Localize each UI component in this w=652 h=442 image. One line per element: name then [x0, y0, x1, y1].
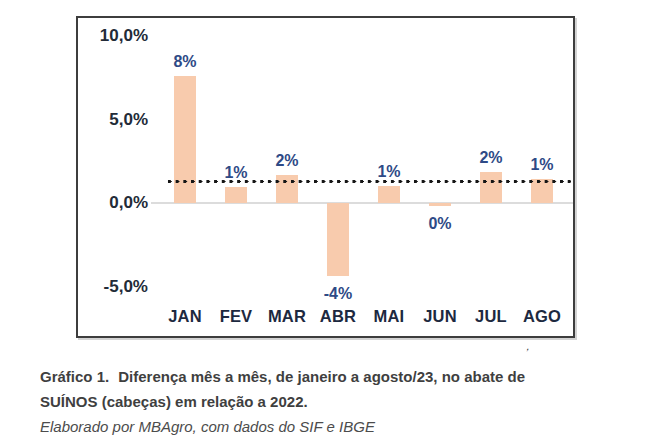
- caption-line-1: Gráfico 1. Diferença mês a mês, de janeir…: [40, 364, 600, 389]
- caption-text: Diferença mês a mês, de janeiro a agosto…: [118, 368, 525, 385]
- y-axis-tick-label: 10,0%: [78, 26, 148, 46]
- y-axis-tick-label: 0,0%: [78, 193, 148, 213]
- bar-value-label: 1%: [359, 162, 419, 182]
- x-axis-label: ABR: [310, 306, 366, 326]
- chart-frame: 10,0%5,0%0,0%-5,0%8%1%2%-4%1%0%2%1%JANFE…: [76, 16, 575, 338]
- bar: [429, 203, 451, 206]
- bar: [480, 172, 502, 203]
- bar-value-label: 1%: [512, 155, 572, 175]
- bar: [327, 203, 349, 276]
- x-axis-label: AGO: [514, 306, 570, 326]
- zero-gridline: [151, 202, 573, 204]
- x-axis-label: JUN: [412, 306, 468, 326]
- y-axis-tick-label: -5,0%: [78, 277, 148, 297]
- bar-value-label: -4%: [308, 284, 368, 304]
- plot-area: 10,0%5,0%0,0%-5,0%8%1%2%-4%1%0%2%1%JANFE…: [78, 18, 573, 336]
- y-axis-tick-label: 5,0%: [78, 110, 148, 130]
- bar-value-label: 0%: [410, 214, 470, 234]
- x-axis-label: FEV: [208, 306, 264, 326]
- bar-value-label: 2%: [257, 151, 317, 171]
- bar: [378, 186, 400, 203]
- x-axis-label: MAR: [259, 306, 315, 326]
- caption-label: Gráfico 1.: [40, 368, 109, 385]
- stray-mark: ,: [526, 340, 531, 352]
- x-axis-label: MAI: [361, 306, 417, 326]
- caption-line-2: SUÍNOS (cabeças) em relação a 2022.: [40, 389, 600, 414]
- caption-text-2: SUÍNOS (cabeças) em relação a 2022.: [40, 393, 308, 410]
- bar: [174, 76, 196, 203]
- bar: [225, 187, 247, 203]
- bar-value-label: 8%: [155, 52, 215, 72]
- x-axis-label: JAN: [157, 306, 213, 326]
- chart-caption: Gráfico 1. Diferença mês a mês, de janeir…: [40, 364, 600, 438]
- source-line: Elaborado por MBAgro, com dados do SIF e…: [40, 416, 600, 438]
- figure: 10,0%5,0%0,0%-5,0%8%1%2%-4%1%0%2%1%JANFE…: [0, 0, 652, 442]
- x-axis-label: JUL: [463, 306, 519, 326]
